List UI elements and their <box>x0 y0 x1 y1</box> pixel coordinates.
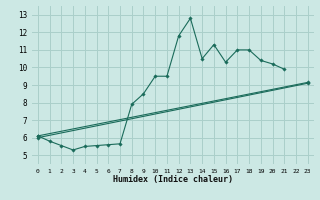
X-axis label: Humidex (Indice chaleur): Humidex (Indice chaleur) <box>113 175 233 184</box>
